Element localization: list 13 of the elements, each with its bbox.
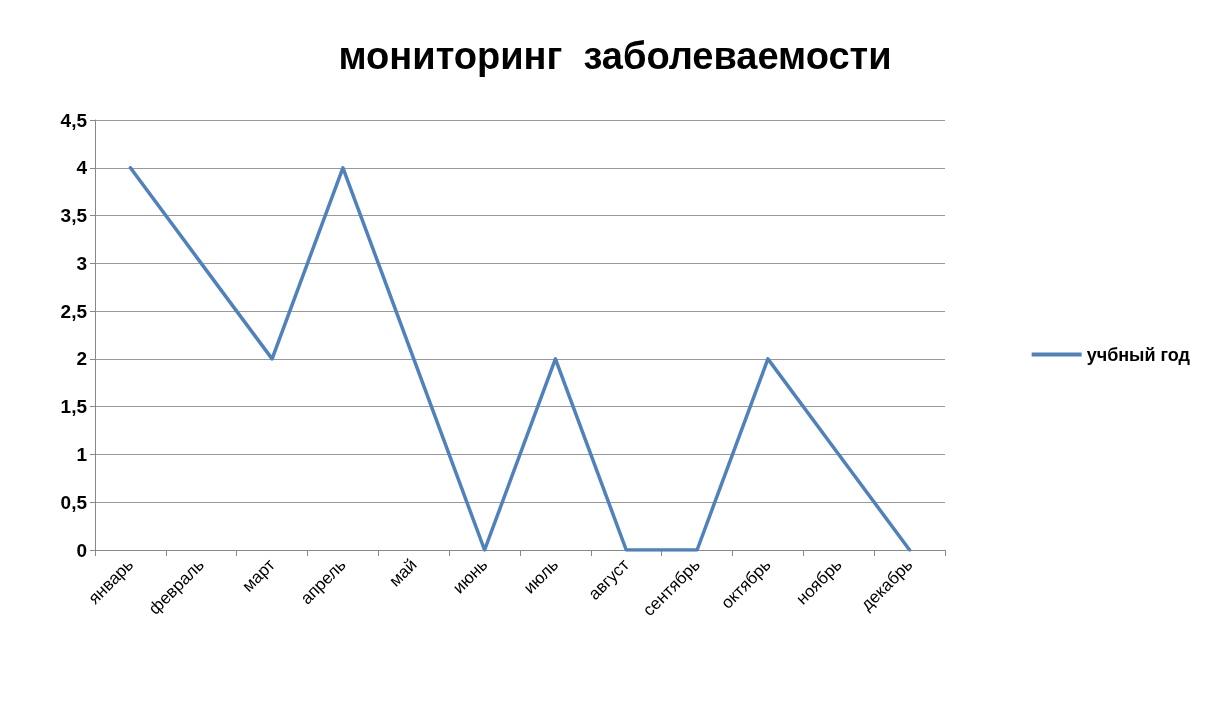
y-tick-label: 4 xyxy=(76,157,88,179)
y-tick-label: 0,5 xyxy=(60,491,88,513)
y-tick-label: 4,5 xyxy=(60,109,88,131)
y-tick-label: 3 xyxy=(76,252,87,274)
line-series xyxy=(128,166,912,552)
y-tick-label: 1,5 xyxy=(60,396,88,418)
y-tick-label: 1 xyxy=(76,443,88,465)
y-tick-label: 3,5 xyxy=(60,205,88,227)
y-tick-label: 2 xyxy=(76,348,87,370)
chart-title: мониторинг заболеваемости xyxy=(338,35,892,77)
y-tick-label: 2,5 xyxy=(60,300,88,322)
legend-label: учбный год xyxy=(1086,344,1191,365)
y-tick-label: 0 xyxy=(76,539,87,561)
